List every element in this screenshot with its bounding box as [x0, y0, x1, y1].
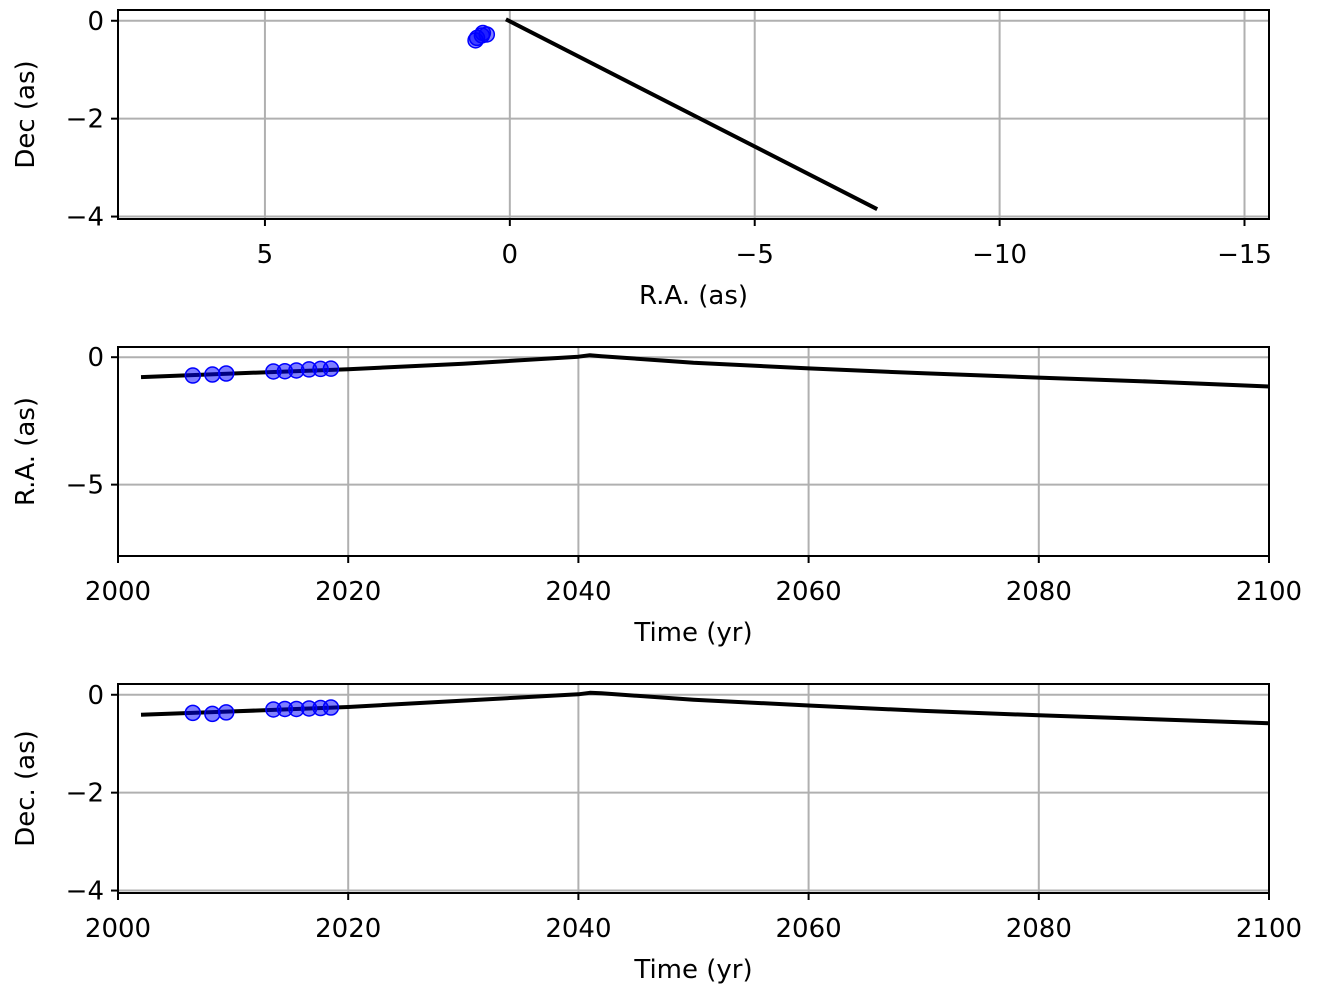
x-tick-label: 2060: [776, 577, 842, 607]
x-axis-label: Time (yr): [633, 618, 752, 648]
x-tick-label: 2020: [315, 577, 381, 607]
y-axis-label: Dec (as): [11, 60, 41, 168]
model-line: [140, 690, 1269, 726]
x-tick-label: 2020: [315, 914, 381, 944]
y-tick-label: 0: [87, 343, 104, 373]
y-tick-label: 0: [87, 7, 104, 37]
x-tick-label: 2060: [776, 914, 842, 944]
model-line: [504, 17, 879, 211]
y-tick-label: −2: [66, 105, 104, 135]
plot-frame: [117, 346, 1270, 557]
x-tick-label: 2040: [545, 914, 611, 944]
x-tick-label: −5: [736, 240, 774, 270]
y-tick-label: −5: [66, 471, 104, 501]
x-tick-label: 2040: [545, 577, 611, 607]
y-tick-label: −4: [66, 203, 104, 233]
observation-point: [217, 365, 235, 382]
observation-point: [204, 366, 221, 383]
x-axis-label: R.A. (as): [639, 281, 748, 311]
observation-point: [204, 705, 221, 723]
x-tick-label: −15: [1217, 240, 1272, 270]
x-tick-label: 2080: [1006, 577, 1072, 607]
x-tick-label: −10: [972, 240, 1027, 270]
plot-frame: [117, 683, 1270, 894]
y-axis-label: R.A. (as): [11, 397, 41, 506]
observation-point: [217, 704, 235, 721]
y-tick-label: 0: [87, 681, 104, 711]
x-tick-label: 2080: [1006, 914, 1072, 944]
model-line: [140, 353, 1269, 389]
x-tick-label: 2100: [1236, 914, 1302, 944]
observation-point: [474, 24, 492, 42]
x-tick-label: 0: [502, 240, 519, 270]
observation-point: [184, 704, 202, 722]
panel-2: 2000 2020 2040 2060 2080 2100 0 −5 Time (yr) R.A.…: [11, 343, 1302, 648]
plot-frame: [117, 9, 1270, 220]
x-tick-label: 5: [257, 240, 274, 270]
observation-point: [184, 367, 202, 384]
y-tick-label: −2: [66, 779, 104, 809]
x-tick-label: 2000: [85, 914, 151, 944]
observation-point: [322, 699, 340, 716]
y-tick-label: −4: [66, 877, 104, 907]
x-tick-label: 2000: [85, 577, 151, 607]
x-axis-label: Time (yr): [633, 955, 752, 985]
x-tick-label: 2100: [1236, 577, 1302, 607]
panel-1: 5 0 −5 −10 −15 0 −2 −4 R.A. (as) Dec (as): [11, 7, 1272, 311]
panel-3: 2000 2020 2040 2060 2080 2100 0 −2 −4 Time (yr) De…: [11, 681, 1302, 985]
observation-point: [322, 360, 340, 377]
y-axis-label: Dec. (as): [11, 730, 41, 847]
